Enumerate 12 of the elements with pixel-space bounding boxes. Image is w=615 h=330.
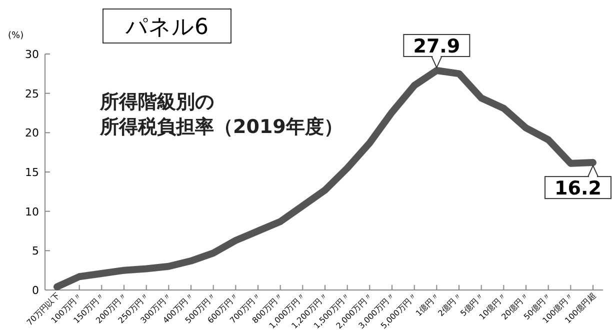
y-tick-label: 30 — [25, 48, 39, 61]
y-tick-label: 5 — [32, 244, 39, 258]
chart-title: パネル6 — [124, 15, 208, 40]
y-tick-label: 15 — [25, 166, 39, 179]
y-tick-label: 20 — [25, 126, 39, 140]
annotation: 27.9 — [413, 36, 460, 58]
y-axis-title: (%) — [8, 31, 24, 41]
y-tick-label: 10 — [25, 205, 39, 218]
annotation: 16.2 — [554, 178, 602, 200]
text: 所得階級別の所得税負担率（2019年度） — [99, 91, 343, 138]
y-tick-label: 0 — [32, 284, 39, 297]
y-tick-label: 25 — [25, 87, 39, 100]
